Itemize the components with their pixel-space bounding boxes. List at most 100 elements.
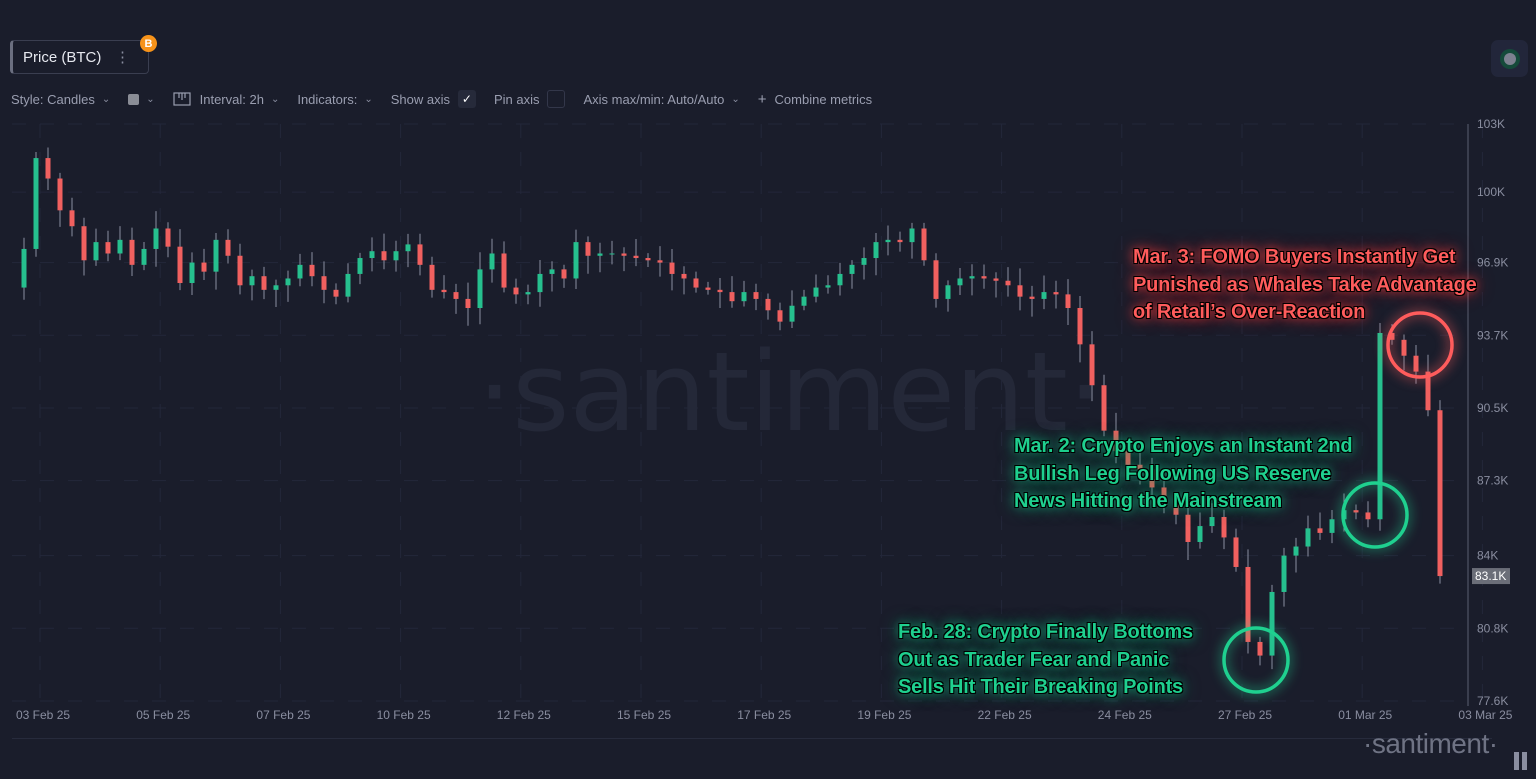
candle-body — [93, 242, 99, 261]
y-tick-label: 96.9K — [1477, 256, 1508, 270]
candle-body — [1029, 296, 1035, 299]
axis-maxmin-dropdown[interactable]: Axis max/min: Auto/Auto ⌄ — [583, 92, 739, 107]
color-dropdown[interactable]: ⌄ — [128, 93, 155, 105]
candle-body — [957, 278, 963, 286]
candle-body — [189, 262, 195, 284]
pause-icon[interactable] — [1514, 752, 1528, 770]
candle-body — [393, 251, 399, 261]
candle-body — [789, 305, 795, 322]
candle-body — [333, 289, 339, 297]
navigator-track[interactable] — [12, 738, 1492, 739]
y-tick-label: 87.3K — [1477, 474, 1508, 488]
candle-body — [849, 264, 855, 274]
candle-body — [357, 258, 363, 274]
candle-body — [129, 239, 135, 265]
candle-body — [1113, 430, 1119, 452]
candle-body — [369, 251, 375, 259]
candle-body — [897, 239, 903, 243]
candle-body — [1161, 487, 1167, 499]
indicators-label: Indicators: — [297, 91, 358, 107]
chart-toolbar: Style: Candles ⌄ ⌄ Interval: 2h ⌄ Indicato… — [11, 90, 890, 108]
chevron-down-icon: ⌄ — [146, 93, 155, 105]
candle-body — [489, 253, 495, 270]
style-dropdown[interactable]: Style: Candles ⌄ — [11, 92, 110, 107]
annotation-mar3: Mar. 3: FOMO Buyers Instantly Get Punish… — [1133, 244, 1477, 327]
chevron-down-icon: ⌄ — [364, 93, 373, 105]
candle-body — [621, 253, 627, 256]
candle-body — [237, 255, 243, 286]
color-swatch — [128, 93, 140, 105]
chevron-down-icon: ⌄ — [731, 93, 740, 105]
annotation-line: Sells Hit Their Breaking Points — [898, 676, 1183, 698]
candle-body — [417, 244, 423, 265]
candle-body — [1053, 292, 1059, 295]
candle-body — [873, 242, 879, 259]
x-tick-label: 19 Feb 25 — [857, 708, 911, 722]
candle-body — [1305, 528, 1311, 547]
candle-body — [705, 287, 711, 290]
annotation-line: Feb. 28: Crypto Finally Bottoms — [898, 621, 1193, 643]
pin-axis-toggle[interactable]: Pin axis — [494, 90, 566, 108]
candle-body — [1413, 355, 1419, 372]
candle-body — [1041, 292, 1047, 299]
candle-body — [1017, 285, 1023, 297]
candle-body — [645, 258, 651, 261]
chevron-down-icon: ⌄ — [270, 93, 280, 105]
candle-body — [429, 264, 435, 290]
candle-body — [381, 251, 387, 261]
combine-metrics-label: Combine metrics — [774, 91, 873, 107]
x-tick-label: 12 Feb 25 — [497, 708, 551, 722]
candle-body — [549, 269, 555, 274]
candle-body — [837, 273, 843, 286]
candle-body — [1401, 339, 1407, 356]
candle-body — [1425, 371, 1431, 411]
candle-body — [69, 210, 75, 227]
candle-body — [1377, 332, 1383, 520]
candle-body — [501, 253, 507, 288]
interval-dropdown[interactable]: Interval: 2h ⌄ — [173, 92, 280, 107]
candle-body — [981, 276, 987, 279]
annotation-line: Mar. 3: FOMO Buyers Instantly Get — [1133, 246, 1456, 268]
pin-axis-checkbox[interactable] — [547, 90, 566, 108]
more-vertical-icon[interactable]: ⋮ — [115, 49, 130, 66]
record-button[interactable] — [1491, 40, 1528, 77]
candle-body — [477, 269, 483, 309]
show-axis-toggle[interactable]: Show axis ✓ — [391, 90, 476, 108]
x-tick-label: 17 Feb 25 — [737, 708, 791, 722]
x-tick-label: 05 Feb 25 — [136, 708, 190, 722]
candle-body — [1245, 566, 1251, 642]
combine-metrics-button[interactable]: + Combine metrics — [758, 91, 872, 108]
candle-body — [669, 262, 675, 274]
candle-body — [945, 285, 951, 299]
candle-body — [525, 292, 531, 295]
candle-body — [249, 276, 255, 286]
candle-body — [513, 287, 519, 295]
record-dot-icon — [1503, 52, 1516, 65]
watermark: ·santiment· — [477, 328, 1103, 456]
annotation-line: Punished as Whales Take Advantage — [1133, 273, 1477, 296]
candle-body — [1233, 537, 1239, 567]
candle-body — [1137, 464, 1143, 470]
y-tick-label: 80.8K — [1477, 621, 1508, 635]
metric-chip-price-btc[interactable]: Price (BTC) ⋮ — [10, 40, 149, 74]
candle-body — [921, 228, 927, 261]
candle-body — [273, 285, 279, 290]
y-tick-label: 103K — [1477, 117, 1505, 131]
candle-body — [57, 178, 63, 211]
candle-body — [453, 292, 459, 299]
bitcoin-icon: B — [140, 35, 157, 52]
candle-body — [633, 255, 639, 259]
x-tick-label: 03 Feb 25 — [16, 708, 70, 722]
candle-body — [609, 253, 615, 255]
candle-body — [1437, 410, 1443, 577]
indicators-dropdown[interactable]: Indicators: ⌄ — [297, 92, 372, 107]
candle-body — [165, 228, 171, 247]
show-axis-checkbox[interactable]: ✓ — [457, 90, 476, 108]
candle-body — [441, 289, 447, 293]
annotation-line: Out as Trader Fear and Panic — [898, 648, 1170, 671]
candle-body — [753, 292, 759, 299]
x-tick-label: 22 Feb 25 — [978, 708, 1032, 722]
santiment-logo: ·santiment· — [1363, 728, 1498, 759]
candle-body — [1089, 344, 1095, 386]
